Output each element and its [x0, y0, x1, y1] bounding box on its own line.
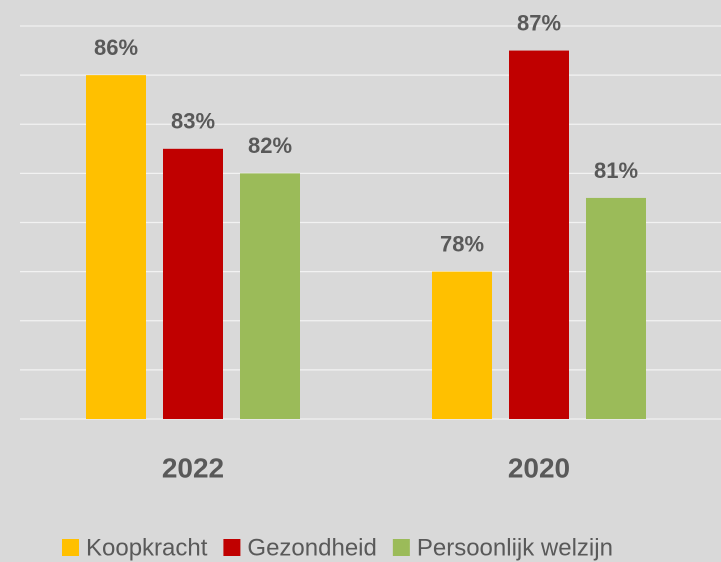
legend-swatch — [223, 539, 241, 556]
bar — [163, 148, 223, 419]
bar — [509, 50, 569, 419]
bar — [86, 75, 146, 419]
legend-swatch — [392, 539, 410, 556]
data-label: 81% — [594, 158, 638, 183]
data-label: 87% — [517, 10, 561, 35]
data-label: 82% — [248, 133, 292, 158]
data-label: 83% — [171, 109, 215, 134]
bar — [586, 197, 646, 419]
legend-label: Gezondheid — [247, 534, 376, 561]
x-tick-label: 2022 — [162, 452, 224, 483]
bar — [240, 173, 300, 419]
legend-label: Persoonlijk welzijn — [417, 534, 613, 561]
bar — [432, 271, 492, 419]
data-label: 78% — [440, 231, 484, 256]
x-tick-label: 2020 — [508, 452, 570, 483]
legend-label: Koopkracht — [86, 534, 208, 561]
data-label: 86% — [94, 35, 138, 60]
legend-swatch — [62, 539, 79, 556]
